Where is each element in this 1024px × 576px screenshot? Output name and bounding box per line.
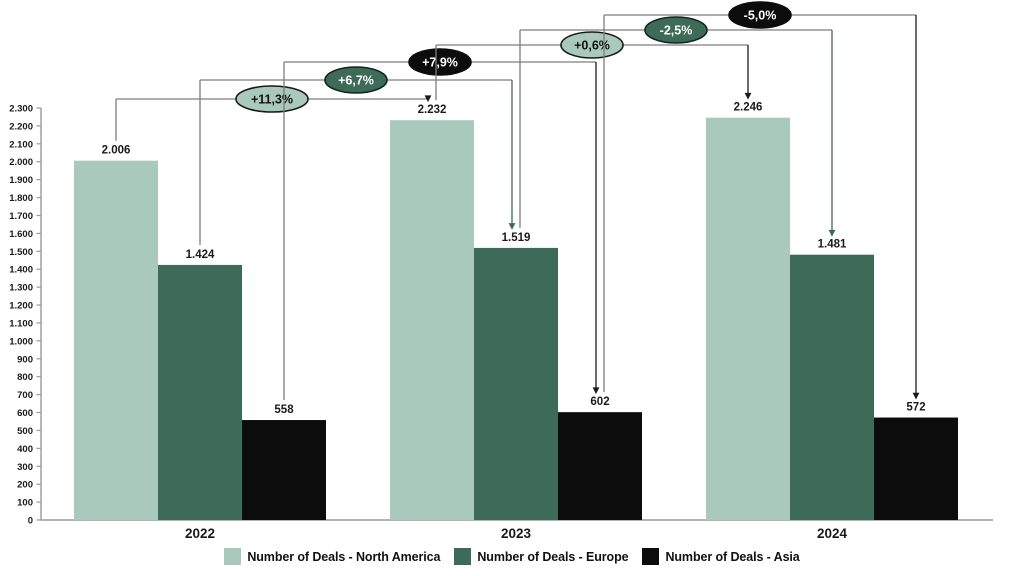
y-tick-label: 1.900 bbox=[9, 175, 33, 186]
x-axis-label-2022: 2022 bbox=[185, 526, 215, 541]
y-tick-label: 2.300 bbox=[9, 104, 33, 115]
legend-item-1: Number of Deals - Europe bbox=[454, 548, 629, 565]
y-tick-label: 200 bbox=[17, 480, 33, 491]
y-tick-label: 1.800 bbox=[9, 193, 33, 204]
change-connector--5,0%: -5,0% bbox=[603, 1, 920, 400]
legend-label: Number of Deals - North America bbox=[247, 549, 441, 564]
legend-item-2: Number of Deals - Asia bbox=[642, 548, 800, 565]
bar-value-label: 1.519 bbox=[502, 232, 531, 244]
change-badge bbox=[560, 31, 624, 59]
change-badge-label: -5,0% bbox=[744, 9, 777, 23]
arrowhead-down-icon bbox=[744, 92, 752, 100]
change-badge-label: +7,9% bbox=[422, 56, 458, 70]
x-axis-label-2024: 2024 bbox=[817, 526, 848, 541]
change-badge bbox=[644, 16, 708, 44]
bar-value-label: 602 bbox=[590, 396, 609, 408]
y-tick-label: 1.700 bbox=[9, 211, 33, 222]
bar-value-label: 2.246 bbox=[734, 102, 763, 114]
legend-swatch-icon bbox=[454, 548, 472, 565]
arrowhead-down-icon bbox=[912, 392, 920, 400]
y-tick-label: 1.000 bbox=[9, 336, 33, 347]
bar-value-label: 572 bbox=[906, 402, 925, 414]
change-badge-label: +6,7% bbox=[338, 74, 374, 88]
bar-2024-s0 bbox=[706, 117, 790, 521]
arrowhead-down-icon bbox=[424, 95, 432, 103]
y-tick-label: 1.600 bbox=[9, 229, 33, 240]
bar-2024-s1 bbox=[790, 254, 874, 520]
bar-2023-s1 bbox=[474, 247, 558, 520]
y-tick-label: 900 bbox=[17, 354, 33, 365]
bar-2022-s1 bbox=[158, 264, 242, 520]
bar-value-label: 1.481 bbox=[818, 239, 847, 251]
bar-2023-s2 bbox=[558, 412, 642, 520]
change-badge bbox=[728, 1, 792, 29]
change-badge-label: +11,3% bbox=[251, 93, 293, 107]
legend-swatch-icon bbox=[642, 548, 660, 565]
y-tick-label: 0 bbox=[28, 516, 33, 527]
arrowhead-down-icon bbox=[592, 387, 600, 395]
bar-2022-s2 bbox=[242, 420, 326, 520]
bar-2024-s2 bbox=[874, 417, 958, 520]
arrowhead-down-icon bbox=[508, 223, 516, 230]
change-badge-label: -2,5% bbox=[660, 24, 693, 38]
y-tick-label: 800 bbox=[17, 372, 33, 383]
y-tick-label: 1.500 bbox=[9, 247, 33, 258]
y-tick-label: 300 bbox=[17, 462, 33, 473]
y-tick-label: 1.300 bbox=[9, 283, 33, 294]
y-tick-label: 700 bbox=[17, 390, 33, 401]
y-tick-label: 600 bbox=[17, 408, 33, 419]
change-badge-label: +0,6% bbox=[574, 39, 610, 53]
legend-label: Number of Deals - Europe bbox=[477, 549, 629, 564]
change-connector-+11,3%: +11,3% bbox=[115, 85, 432, 141]
legend-label: Number of Deals - Asia bbox=[665, 549, 800, 564]
bar-2022-s0 bbox=[74, 160, 158, 520]
legend-item-0: Number of Deals - North America bbox=[224, 548, 440, 565]
y-tick-label: 2.100 bbox=[9, 139, 33, 150]
y-tick-label: 1.200 bbox=[9, 301, 33, 312]
y-tick-label: 1.400 bbox=[9, 265, 33, 276]
change-connector--2,5%: -2,5% bbox=[519, 16, 836, 237]
change-connector-+7,9%: +7,9% bbox=[283, 48, 600, 401]
x-axis-label-2023: 2023 bbox=[501, 526, 532, 541]
y-tick-label: 400 bbox=[17, 444, 33, 455]
bar-value-label: 2.232 bbox=[418, 104, 447, 116]
y-tick-label: 100 bbox=[17, 498, 33, 509]
change-badge bbox=[235, 85, 309, 113]
change-connector-+6,7%: +6,7% bbox=[199, 66, 516, 245]
legend-swatch-icon bbox=[224, 548, 242, 565]
change-badge bbox=[408, 48, 472, 76]
y-tick-label: 2.000 bbox=[9, 157, 33, 168]
y-tick-label: 500 bbox=[17, 426, 33, 437]
bar-value-label: 558 bbox=[274, 404, 294, 416]
change-connector-+0,6%: +0,6% bbox=[435, 31, 752, 101]
bar-value-label: 2.006 bbox=[102, 145, 131, 157]
change-badge bbox=[324, 66, 388, 94]
bar-value-label: 1.424 bbox=[186, 249, 215, 261]
bar-2023-s0 bbox=[390, 120, 474, 520]
y-tick-label: 1.100 bbox=[9, 318, 33, 329]
chart-legend: Number of Deals - North America Number of… bbox=[0, 548, 1024, 565]
y-tick-label: 2.200 bbox=[9, 121, 33, 132]
arrowhead-down-icon bbox=[828, 229, 836, 237]
